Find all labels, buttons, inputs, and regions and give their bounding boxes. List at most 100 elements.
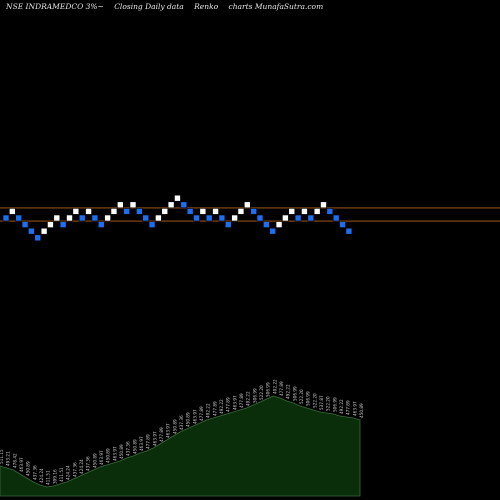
down-brick — [180, 201, 188, 209]
up-brick — [244, 201, 251, 209]
up-brick — [155, 214, 162, 222]
down-brick — [97, 221, 105, 228]
volume-price-label: 463.97 — [192, 409, 197, 424]
down-brick — [21, 221, 29, 228]
volume-price-label: 463.97 — [166, 423, 171, 438]
up-brick — [47, 221, 54, 228]
volume-price-label: 506.99 — [292, 386, 297, 401]
price-labels: 511.15 493.21 478.42 463.97 450.89 437.36 424.… — [0, 379, 364, 485]
down-brick — [294, 214, 302, 222]
up-brick — [313, 208, 321, 215]
down-brick — [263, 221, 270, 228]
volume-price-label: 477.89 — [346, 400, 351, 415]
up-brick — [66, 214, 73, 222]
volume-price-label: 522.20 — [312, 393, 317, 408]
down-brick — [250, 208, 257, 215]
down-brick — [2, 214, 10, 222]
down-brick — [148, 221, 156, 228]
down-brick — [34, 234, 42, 242]
volume-price-label: 463.97 — [352, 401, 357, 416]
volume-price-label: 463.97 — [99, 450, 104, 465]
down-brick — [345, 227, 353, 235]
down-brick — [28, 227, 35, 235]
up-brick — [72, 208, 80, 215]
volume-price-label: 477.89 — [279, 381, 284, 396]
volume-price-label: 437.36 — [86, 456, 91, 471]
watermark-label: charts MunafaSutra.com — [228, 2, 324, 11]
volume-price-label: 477.89 — [226, 397, 231, 412]
volume-price-label: 450.89 — [119, 444, 124, 459]
volume-price-label: 492.22 — [286, 384, 291, 399]
chart-header: NSE INDRAMEDCO 3%~ Closing Daily data Re… — [6, 2, 331, 11]
volume-price-label: 506.99 — [306, 391, 311, 406]
volume-price-label: 437.36 — [32, 465, 37, 480]
up-brick — [231, 214, 238, 222]
volume-price-label: 492.22 — [219, 399, 224, 414]
volume-price-label: 492.22 — [246, 391, 251, 406]
up-brick — [9, 208, 16, 215]
volume-price-label: 522.20 — [326, 396, 331, 411]
up-brick — [237, 208, 245, 215]
up-brick — [199, 208, 207, 215]
volume-price-label: 437.36 — [72, 462, 77, 477]
volume-price-label: 522.20 — [299, 389, 304, 404]
up-brick — [288, 208, 296, 215]
volume-price-label: 492.22 — [206, 403, 211, 418]
symbol-label: NSE INDRAMEDCO 3%~ — [6, 2, 104, 11]
volume-price-label: 463.97 — [19, 457, 24, 472]
up-brick — [174, 194, 181, 202]
volume-price-label: 463.97 — [152, 431, 157, 446]
volume-price-label: 492.22 — [272, 379, 277, 394]
volume-price-label: 477.89 — [239, 393, 244, 408]
data-type-label: Closing Daily data — [114, 2, 184, 11]
up-brick — [301, 208, 308, 215]
volume-price-label: 450.89 — [106, 448, 111, 463]
volume-price-label: 506.99 — [252, 388, 257, 403]
volume-price-label: 424.24 — [39, 468, 44, 483]
volume-price-label: 463.97 — [139, 436, 144, 451]
volume-price-label: 424.24 — [79, 459, 84, 474]
down-brick — [91, 214, 99, 222]
up-brick — [40, 227, 48, 235]
down-brick — [123, 208, 130, 215]
down-brick — [307, 214, 315, 222]
volume-price-label: 478.42 — [12, 453, 17, 468]
down-brick — [59, 221, 67, 228]
volume-price-label: 399.16 — [52, 469, 57, 484]
down-brick — [326, 208, 334, 215]
down-brick — [78, 214, 86, 222]
down-brick — [269, 227, 277, 235]
down-brick — [186, 208, 194, 215]
up-brick — [275, 221, 283, 228]
volume-price-label: 506.99 — [266, 382, 271, 397]
up-brick — [85, 208, 92, 215]
up-brick — [282, 214, 289, 222]
volume-price-label: 450.89 — [172, 419, 177, 434]
volume-price-label: 493.21 — [6, 451, 11, 466]
volume-price-label: 477.89 — [212, 401, 217, 416]
volume-price-label: 411.51 — [59, 467, 64, 482]
volume-price-label: 450.89 — [92, 453, 97, 468]
up-brick — [129, 201, 137, 209]
volume-price-label: 437.36 — [126, 441, 131, 456]
chart-kind-label: Renko — [194, 2, 219, 11]
volume-price-label: 450.89 — [26, 461, 31, 476]
renko-bricks — [2, 194, 353, 242]
volume-price-label: 437.36 — [179, 415, 184, 430]
volume-price-label: 477.89 — [159, 427, 164, 442]
volume-price-label: 450.89 — [186, 412, 191, 427]
down-brick — [193, 214, 200, 222]
volume-price-label: 450.89 — [132, 439, 137, 454]
volume-price-label: 511.15 — [0, 449, 4, 464]
down-brick — [218, 214, 226, 222]
volume-price-label: 450.89 — [359, 403, 364, 418]
down-brick — [142, 214, 149, 222]
volume-price-label: 537.87 — [319, 395, 324, 410]
up-brick — [104, 214, 111, 222]
up-brick — [320, 201, 327, 209]
volume-price-label: 492.22 — [339, 399, 344, 414]
volume-price-label: 477.89 — [146, 434, 151, 449]
up-brick — [167, 201, 175, 209]
down-brick — [332, 214, 340, 222]
